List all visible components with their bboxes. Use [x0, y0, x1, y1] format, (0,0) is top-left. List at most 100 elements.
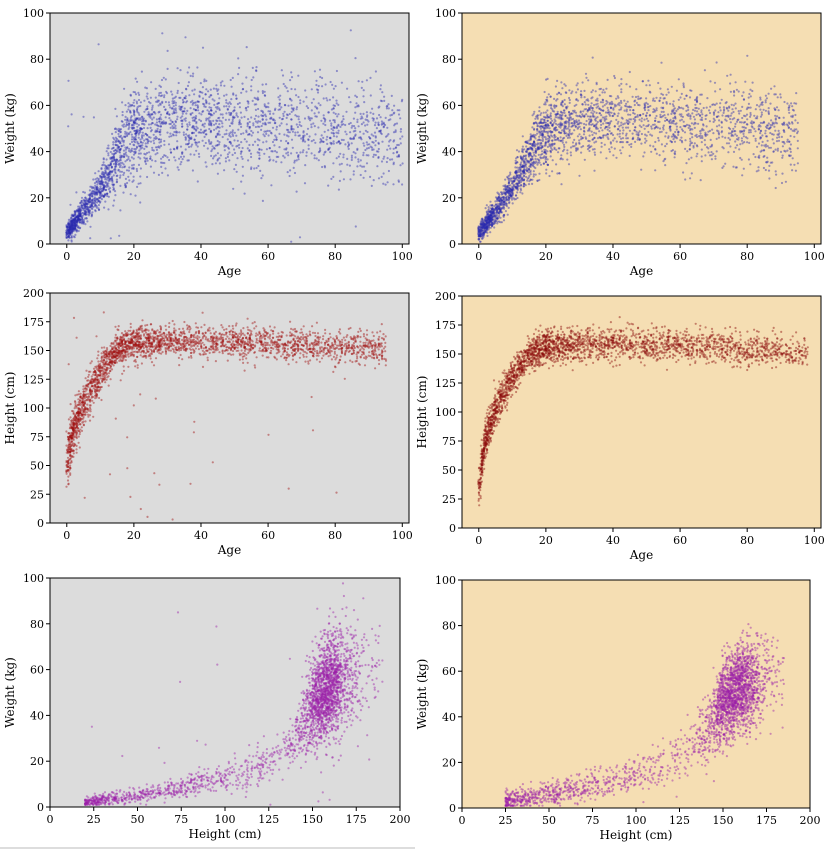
data-point [700, 155, 703, 158]
data-point [84, 209, 87, 212]
data-point [688, 144, 692, 147]
data-point [502, 219, 506, 222]
data-point [657, 81, 660, 85]
data-point [166, 131, 169, 134]
data-point [91, 187, 94, 190]
data-point [664, 135, 667, 138]
data-point [390, 113, 394, 116]
data-point [174, 104, 177, 107]
data-point [213, 147, 216, 150]
data-point [629, 113, 632, 116]
data-point [590, 102, 593, 105]
x-tick-label: 40 [194, 250, 208, 263]
data-point [146, 107, 149, 110]
data-point [526, 179, 529, 182]
data-point [97, 190, 100, 193]
data-point [161, 121, 164, 124]
data-point [75, 216, 78, 219]
data-point [285, 113, 289, 116]
data-point [173, 123, 176, 126]
data-point [164, 116, 167, 119]
data-point [739, 109, 742, 112]
data-point [568, 89, 571, 92]
data-point [659, 87, 662, 90]
data-point [78, 221, 81, 224]
data-point [164, 121, 167, 124]
data-point [119, 174, 122, 177]
data-point [567, 125, 571, 128]
data-point [168, 117, 171, 120]
data-point [267, 106, 270, 109]
data-point [186, 100, 189, 103]
data-point [295, 94, 298, 97]
data-point [359, 173, 362, 177]
data-point [87, 209, 90, 212]
data-point [608, 130, 611, 133]
data-point [307, 115, 310, 118]
data-point [132, 157, 135, 160]
data-point [634, 119, 637, 122]
data-point [104, 175, 107, 178]
data-point [157, 173, 160, 176]
data-point [168, 135, 171, 138]
data-point [112, 141, 115, 144]
data-point [330, 177, 333, 180]
data-point [175, 131, 178, 134]
data-point [203, 125, 206, 128]
data-point [740, 137, 744, 140]
data-point [499, 202, 502, 205]
data-point [779, 96, 782, 99]
data-point [517, 168, 521, 171]
data-point [225, 132, 228, 135]
data-point [360, 123, 363, 126]
data-point [537, 153, 540, 156]
data-point [73, 236, 76, 239]
data-point [759, 132, 762, 135]
data-point [184, 136, 187, 139]
data-point [608, 148, 611, 151]
data-point [551, 108, 554, 111]
data-point [336, 115, 339, 118]
data-point [776, 149, 779, 152]
data-point [327, 111, 330, 114]
data-point [335, 69, 338, 73]
data-point [796, 130, 800, 133]
data-point [107, 179, 110, 182]
data-point [130, 119, 134, 122]
data-point [223, 133, 226, 136]
data-point [737, 110, 740, 113]
data-point [89, 212, 92, 215]
data-point [749, 115, 752, 118]
data-point [618, 84, 621, 87]
data-point [261, 199, 264, 202]
data-point [72, 218, 75, 221]
data-point [159, 128, 162, 131]
data-point [588, 108, 591, 111]
data-point [658, 154, 661, 157]
data-point [94, 191, 97, 195]
data-point [330, 122, 333, 125]
data-point [173, 96, 176, 99]
data-point [256, 144, 259, 147]
data-point [392, 131, 396, 134]
data-point [695, 113, 698, 116]
data-point [67, 223, 70, 226]
data-point [734, 125, 737, 128]
data-point [697, 107, 700, 110]
data-point [767, 112, 771, 116]
data-point [768, 177, 771, 180]
data-point [72, 230, 75, 233]
data-point [362, 151, 365, 154]
data-point [772, 150, 775, 153]
data-point [137, 117, 140, 120]
data-point [349, 178, 352, 181]
data-point [177, 168, 180, 171]
data-point [192, 108, 195, 111]
data-point [84, 212, 87, 216]
data-point [749, 111, 752, 115]
data-point [521, 135, 524, 138]
data-point [250, 166, 253, 169]
data-point [253, 96, 256, 99]
data-point [186, 123, 189, 126]
data-point [620, 106, 623, 109]
